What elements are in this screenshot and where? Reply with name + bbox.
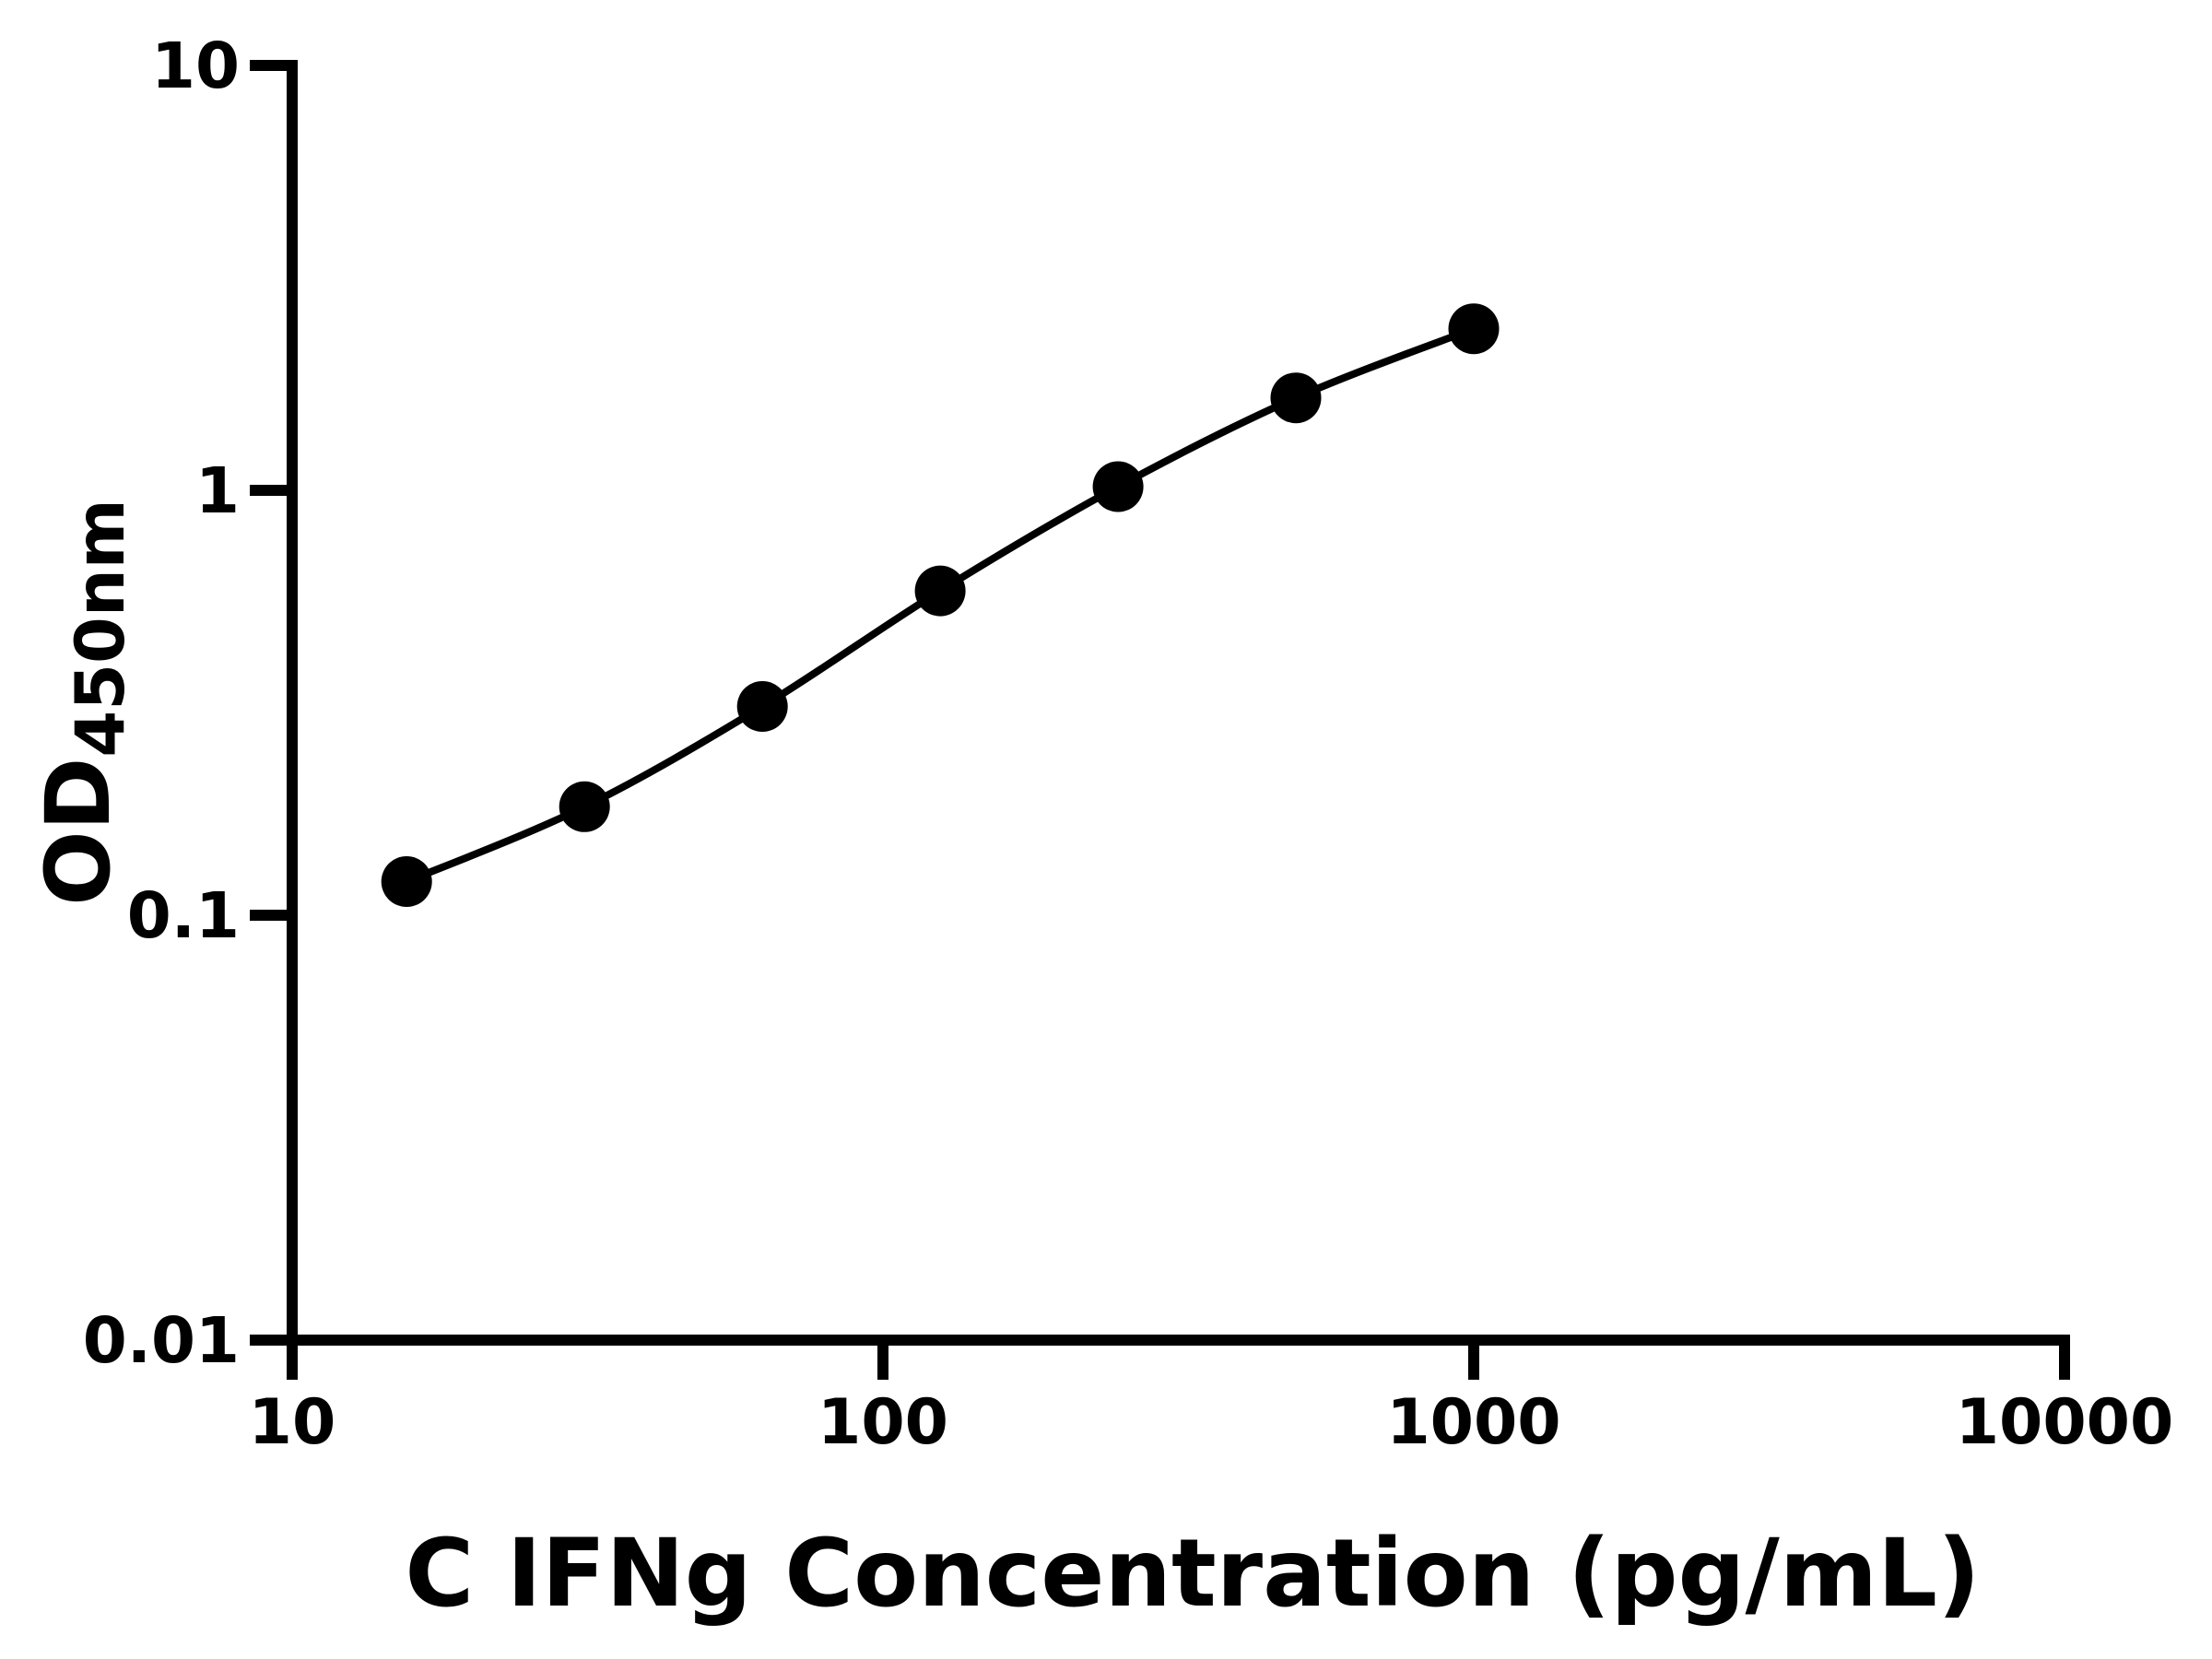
data-point — [1092, 461, 1144, 512]
data-point — [559, 781, 610, 832]
y-axis-title: OD450nm — [27, 499, 140, 906]
x-tick-label-10000: 10000 — [1956, 1386, 2174, 1459]
x-axis-tick-labels: 10 100 1000 10000 — [249, 1386, 2174, 1459]
axes — [287, 60, 2070, 1346]
data-point — [736, 681, 788, 732]
y-tick-label-10: 10 — [151, 29, 240, 103]
y-tick-label-0.01: 0.01 — [83, 1304, 240, 1378]
data-point — [914, 565, 966, 617]
data-point — [381, 856, 432, 907]
x-axis-title: C IFNg Concentration (pg/mL) — [405, 1519, 1980, 1629]
data-point — [1448, 303, 1500, 355]
data-series — [381, 303, 1500, 907]
y-axis-title-main: OD — [27, 758, 130, 906]
x-tick-label-10: 10 — [249, 1386, 336, 1459]
y-axis-ticks — [250, 60, 292, 1346]
y-axis-title-subscript: 450nm — [62, 499, 140, 757]
x-tick-label-100: 100 — [818, 1386, 948, 1459]
data-point — [1270, 372, 1322, 424]
y-axis-tick-labels: 10 1 0.1 0.01 — [83, 29, 240, 1378]
y-tick-label-1: 1 — [195, 454, 240, 528]
x-tick-label-1000: 1000 — [1386, 1386, 1560, 1459]
y-tick-label-0.1: 0.1 — [127, 879, 240, 953]
x-axis-ticks — [287, 1340, 2070, 1380]
